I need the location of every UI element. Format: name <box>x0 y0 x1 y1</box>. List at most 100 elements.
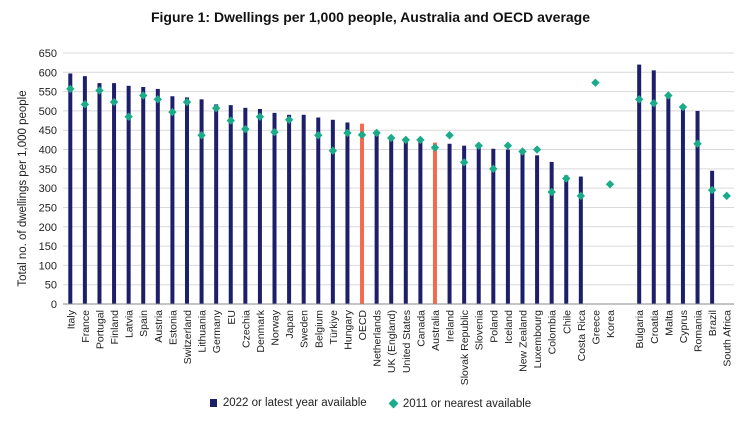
x-tick-label: Belgium <box>313 310 325 348</box>
marker-czechia <box>241 124 250 134</box>
x-tick-label: New Zealand <box>517 310 529 372</box>
marker-brazil <box>707 185 717 195</box>
bar-canada <box>418 140 423 304</box>
x-tick-label: Ireland <box>445 310 457 342</box>
bar-t-rkiye <box>330 119 335 304</box>
marker-germany <box>211 104 221 113</box>
marker-belgium <box>314 131 323 140</box>
x-tick-label: Croatia <box>649 310 661 344</box>
legend-item-2022: 2022 or latest year available <box>209 397 367 409</box>
x-tick-label: Portugal <box>94 310 106 349</box>
marker-australia <box>430 143 440 152</box>
bar-oecd <box>360 123 365 304</box>
bar-uk-england- <box>389 136 394 304</box>
bar-hungary <box>345 122 350 304</box>
bar-germany <box>214 104 219 304</box>
x-tick-label: France <box>80 310 92 343</box>
x-tick-label: Austria <box>153 310 165 343</box>
bar-norway <box>272 112 277 304</box>
x-tick-label: Slovak Republic <box>459 310 471 385</box>
marker-greece <box>591 78 600 87</box>
y-tick-label: 400 <box>39 145 57 157</box>
x-tick-label: Bulgaria <box>634 310 646 349</box>
marker-costa-rica <box>576 191 586 201</box>
y-tick-label: 250 <box>39 202 57 214</box>
marker-portugal <box>95 86 104 95</box>
y-tick-label: 150 <box>39 241 57 253</box>
x-tick-label: Poland <box>488 310 500 343</box>
x-axis-ticks: Italy France Portugal Finland Latvia Spain Aus… <box>65 309 733 385</box>
y-axis-ticks: 0 50 100 150 200 250 300 350 400 450 500 550 600 650 <box>39 48 57 311</box>
marker-canada <box>416 135 425 145</box>
bar-new-zealand <box>520 152 525 304</box>
x-tick-label: Colombia <box>547 310 559 355</box>
bar-austria <box>155 88 160 304</box>
x-tick-label: EU <box>226 310 238 325</box>
bar-united-states <box>403 139 408 304</box>
x-tick-label: Australia <box>430 310 442 351</box>
bar-poland <box>491 148 496 304</box>
x-tick-label: Iceland <box>503 310 515 344</box>
y-tick-label: 350 <box>39 164 57 176</box>
bar-netherlands <box>374 131 379 304</box>
legend-bar-swatch <box>209 399 217 407</box>
x-tick-label: Estonia <box>167 310 179 345</box>
x-tick-label: Malta <box>663 310 675 336</box>
y-tick-label: 600 <box>39 67 57 79</box>
marker-norway <box>270 127 279 137</box>
marker-france <box>80 100 90 109</box>
marker-lithuania <box>197 131 206 140</box>
bar-eu <box>228 105 233 304</box>
bar-malta <box>666 95 671 304</box>
x-tick-label: Greece <box>590 310 602 345</box>
marker-hungary <box>343 128 352 138</box>
x-tick-label: Sweden <box>299 310 311 348</box>
bars-2022 <box>68 64 715 305</box>
bar-luxembourg <box>535 155 540 304</box>
x-tick-label: Netherlands <box>372 310 384 367</box>
marker-malta <box>664 91 673 100</box>
legend-item-2011: 2011 or nearest available <box>388 398 531 410</box>
marker-t-rkiye <box>328 146 338 155</box>
chart-title: Figure 1: Dwellings per 1,000 people, Au… <box>150 9 591 25</box>
y-tick-label: 100 <box>39 260 57 272</box>
y-tick-label: 450 <box>39 125 57 137</box>
bar-ireland <box>447 143 452 304</box>
x-tick-label: Luxembourg <box>532 310 544 369</box>
x-tick-label: Korea <box>605 310 617 338</box>
x-tick-label: Slovenia <box>474 310 486 350</box>
bar-iceland <box>505 149 510 304</box>
x-tick-label: Norway <box>270 309 282 345</box>
marker-spain <box>139 91 148 100</box>
bar-slovenia <box>476 147 481 304</box>
bar-belgium <box>316 117 321 304</box>
bar-finland <box>112 83 117 305</box>
x-tick-label: Finland <box>109 310 121 345</box>
y-tick-label: 200 <box>39 222 57 234</box>
bar-estonia <box>170 96 175 304</box>
bar-switzerland <box>184 97 189 305</box>
bar-spain <box>141 86 146 304</box>
marker-colombia <box>547 187 556 197</box>
y-tick-label: 0 <box>51 299 57 311</box>
marker-croatia <box>649 99 658 108</box>
bar-france <box>82 76 87 305</box>
x-tick-label: Latvia <box>124 310 136 338</box>
bar-romania <box>695 110 700 304</box>
x-tick-label: Brazil <box>707 310 719 336</box>
marker-denmark <box>255 112 265 121</box>
x-tick-label: Italy <box>65 309 77 329</box>
marker-switzerland <box>182 97 192 107</box>
legend: 2022 or latest year available 2011 or ne… <box>0 397 741 410</box>
marker-estonia <box>168 107 177 117</box>
bar-colombia <box>549 161 554 304</box>
marker-poland <box>489 164 498 174</box>
bar-japan <box>287 114 292 305</box>
marker-japan <box>284 115 294 125</box>
y-tick-label: 300 <box>39 183 57 195</box>
marker-romania <box>693 139 702 148</box>
x-tick-label: Romania <box>693 310 705 352</box>
bar-bulgaria <box>637 64 642 304</box>
x-tick-label: Switzerland <box>182 310 194 364</box>
marker-oecd <box>357 130 367 140</box>
